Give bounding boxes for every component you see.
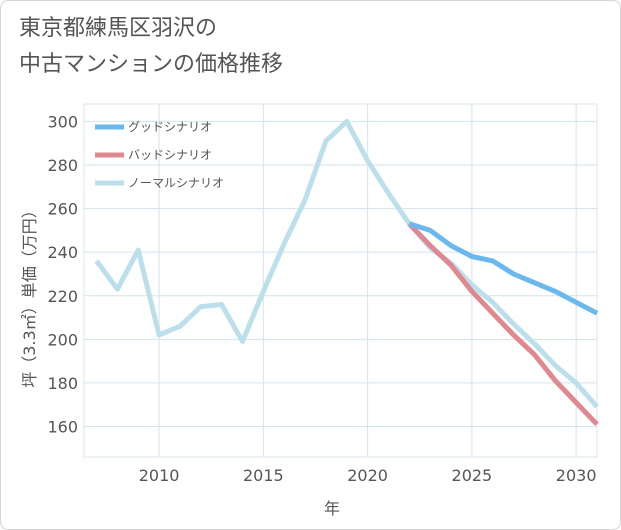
legend-label-2: ノーマルシナリオ: [128, 176, 224, 190]
y-axis-title: 坪（3.3㎡）単価（万円）: [20, 202, 39, 387]
y-tick-label: 240: [47, 243, 78, 262]
series-line-2: [94, 118, 599, 409]
y-tick-label: 300: [47, 112, 78, 131]
chart-title: 東京都練馬区羽沢の 中古マンションの価格推移: [19, 11, 283, 83]
plot-frame: [83, 103, 598, 458]
x-tick-label: 2030: [556, 466, 597, 485]
y-tick-label: 160: [47, 417, 78, 436]
y-tick-label: 220: [47, 287, 78, 306]
y-tick-label: 280: [47, 156, 78, 175]
y-tick-label: 260: [47, 200, 78, 219]
series-lines: [94, 118, 599, 427]
chart-title-line-1: 東京都練馬区羽沢の: [19, 16, 218, 41]
x-axis-title: 年: [324, 499, 340, 518]
y-tick-label: 200: [47, 330, 78, 349]
legend-label-1: バッドシナリオ: [128, 148, 212, 162]
series-line-1: [407, 222, 599, 427]
chart-title-line-2: 中古マンションの価格推移: [19, 52, 284, 77]
series-line-0: [408, 221, 599, 316]
x-tick-label: 2025: [452, 466, 493, 485]
legend-label-0: グッドシナリオ: [128, 120, 212, 134]
y-tick-label: 180: [47, 374, 78, 393]
axis-ticks: 160 180 200 220 240 260 280 300 2010 2015 2020 2025…: [47, 112, 596, 485]
x-tick-label: 2010: [139, 466, 180, 485]
x-tick-label: 2015: [243, 466, 284, 485]
x-tick-label: 2020: [347, 466, 388, 485]
